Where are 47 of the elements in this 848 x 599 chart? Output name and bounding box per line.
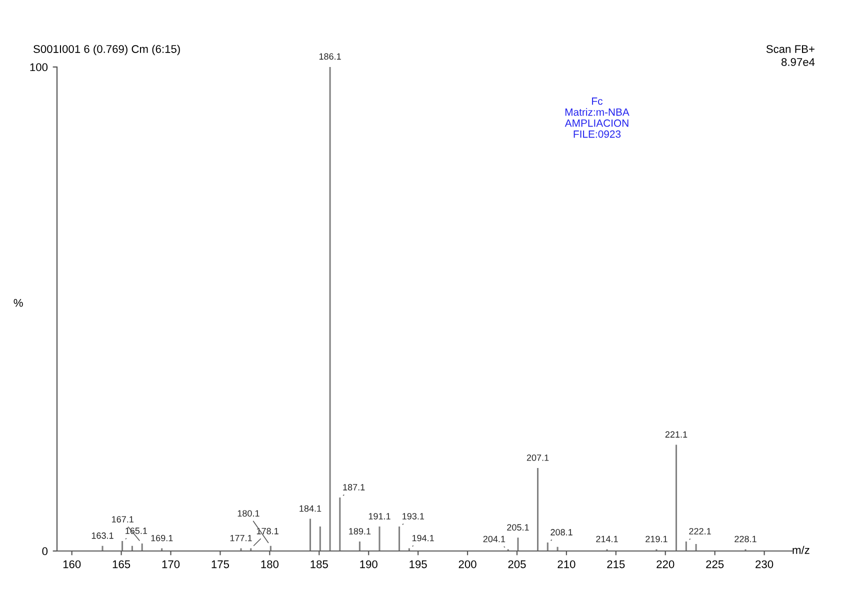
annotation: Fc: [592, 98, 603, 105]
annotation: AMPLIACION: [564, 119, 628, 127]
x-tick-label: 210: [558, 560, 576, 568]
annotation: FILE:0923: [574, 130, 621, 138]
annotation: 207.1: [526, 454, 549, 461]
x-tick-label: 205: [508, 560, 526, 568]
annotation: 163.1: [92, 532, 114, 539]
x-tick-label: 175: [212, 560, 230, 568]
annotation: 169.1: [151, 534, 173, 542]
x-tick-label: 195: [410, 560, 427, 568]
x-tick-label: 215: [607, 560, 625, 568]
y-tick-label: 100: [30, 63, 48, 72]
annotation: 180.1: [238, 510, 260, 517]
x-axis-title: m/z: [792, 546, 810, 554]
annotation: 222.1: [689, 528, 711, 534]
annotation: 189.1: [349, 528, 371, 534]
annotation: 193.1: [402, 513, 424, 520]
text: 8.97e4: [782, 58, 815, 66]
x-tick-label: 180: [261, 560, 279, 568]
annotation: 208.1: [550, 529, 572, 536]
annotation: 184.1: [300, 505, 322, 512]
annotation: 221.1: [665, 431, 688, 438]
annotation: 228.1: [734, 536, 756, 542]
chart-title: S001I001 6 (0.769) Cm (6:15): [34, 44, 180, 56]
x-tick-label: 160: [63, 560, 81, 568]
x-tick-label: 200: [458, 560, 476, 568]
x-tick-label: 225: [706, 560, 724, 568]
annotation: 187.1: [343, 484, 365, 490]
x-tick-label: 165: [112, 560, 130, 568]
x-tick-label: 190: [360, 560, 378, 568]
annotation: 177.1: [230, 534, 252, 542]
x-tick-label: 170: [162, 560, 180, 568]
annotation: 186.1: [319, 53, 341, 60]
annotation: 214.1: [596, 536, 618, 542]
annotation: 191.1: [368, 513, 390, 520]
text: Scan FB+: [766, 45, 814, 53]
y-tick-label: 0: [42, 547, 48, 556]
x-tick-label: 220: [656, 560, 674, 568]
annotation: 204.1: [483, 536, 506, 542]
x-tick-label: 230: [756, 560, 774, 568]
annotation: Matriz:m-NBA: [565, 108, 630, 116]
x-tick-label: 185: [310, 560, 328, 568]
annotation: 167.1: [112, 516, 134, 523]
y-axis-title: %: [14, 298, 23, 307]
annotation: 205.1: [507, 524, 529, 531]
annotation: 219.1: [646, 536, 668, 542]
annotation: 194.1: [412, 534, 434, 542]
